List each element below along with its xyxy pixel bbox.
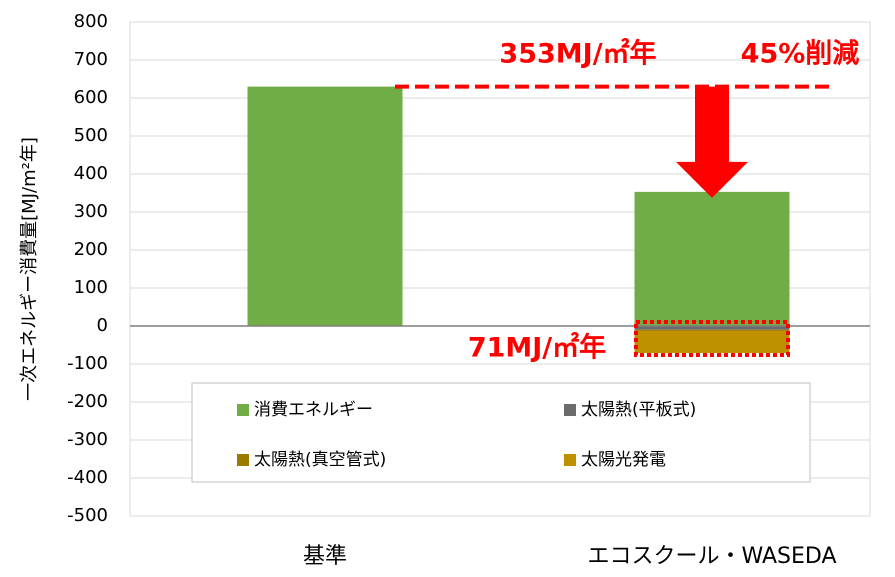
highlight-box — [634, 320, 790, 357]
reduction-arrow — [676, 86, 748, 198]
y-tick-label: 600 — [74, 87, 108, 108]
y-tick-label: -500 — [67, 505, 108, 526]
legend-swatch — [237, 404, 249, 416]
bar — [634, 330, 790, 353]
annotation: 45%削減 — [741, 39, 860, 70]
y-tick-label: 300 — [74, 201, 108, 222]
y-tick-label: -300 — [67, 429, 108, 450]
legend-label: 太陽光発電 — [581, 450, 666, 470]
bar — [634, 326, 790, 330]
y-tick-label: 0 — [97, 315, 108, 336]
annotation: 353MJ/㎡年 — [499, 38, 656, 70]
y-tick-label: -400 — [67, 467, 108, 488]
y-tick-label: 700 — [74, 49, 108, 70]
legend-label: 太陽熱(真空管式) — [254, 450, 386, 470]
annotation: 71MJ/㎡年 — [468, 332, 606, 364]
x-tick-label: エコスクール・WASEDA — [587, 544, 836, 569]
y-tick-label: 500 — [74, 125, 108, 146]
legend-swatch — [564, 454, 576, 466]
bar — [634, 329, 790, 331]
legend-label: 消費エネルギー — [254, 400, 373, 420]
x-tick-label: 基準 — [303, 544, 347, 569]
legend-swatch — [237, 454, 249, 466]
legend-swatch — [564, 404, 576, 416]
bar — [634, 191, 790, 326]
y-tick-label: 200 — [74, 239, 108, 260]
legend-box — [191, 382, 811, 483]
y-tick-label: -200 — [67, 391, 108, 412]
y-tick-label: 400 — [74, 163, 108, 184]
y-tick-label: -100 — [67, 353, 108, 374]
legend-label: 太陽熱(平板式) — [581, 400, 696, 420]
y-tick-label: 100 — [74, 277, 108, 298]
y-tick-label: 800 — [74, 11, 108, 32]
bar — [247, 86, 403, 326]
y-axis-label: 一次エネルギー消費量[MJ/m²年] — [19, 137, 40, 401]
